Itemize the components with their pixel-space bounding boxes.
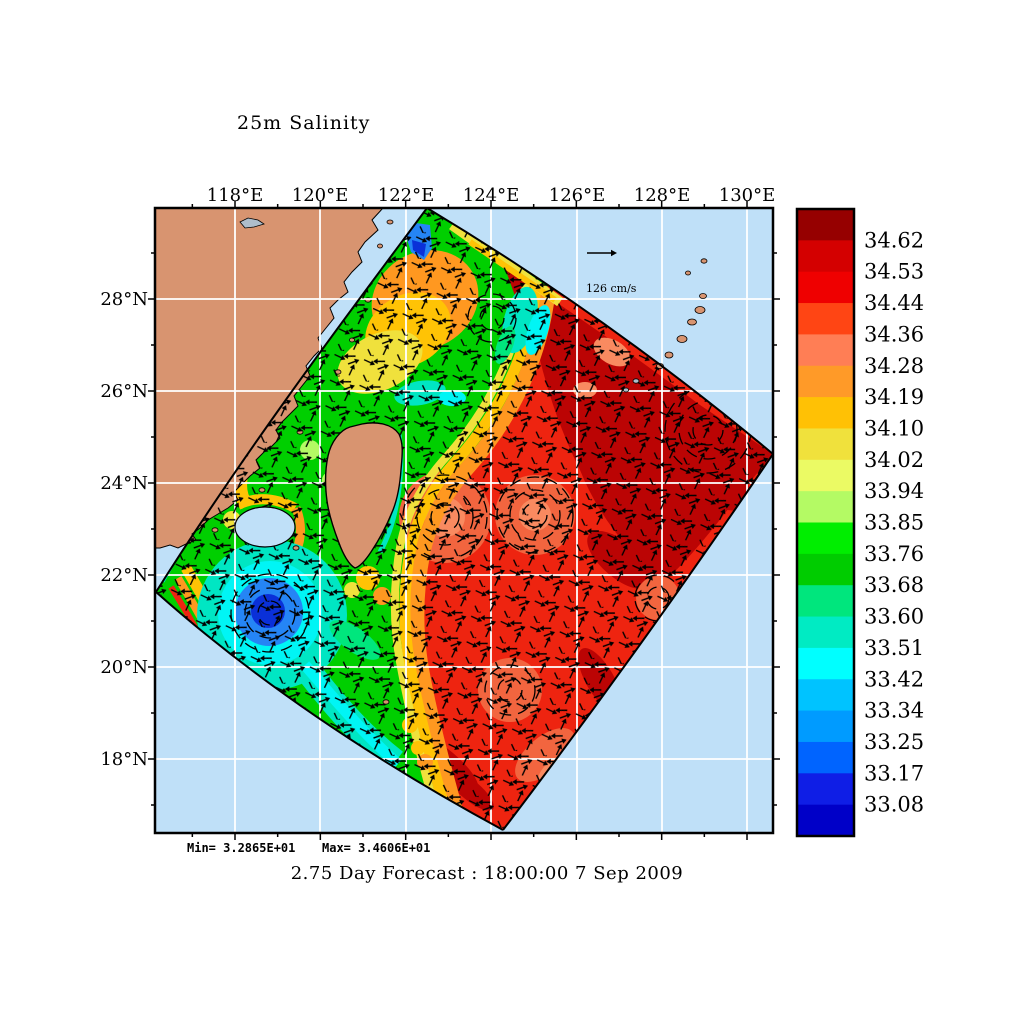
lat-label: 22°N — [100, 565, 148, 586]
colorbar-label: 34.44 — [864, 291, 924, 315]
lon-label: 130°E — [719, 185, 776, 206]
lon-label: 126°E — [549, 185, 606, 206]
colorbar-label: 34.02 — [864, 448, 924, 472]
colorbar-segment — [797, 491, 854, 524]
penghu-lagoon — [234, 506, 390, 705]
colorbar-label: 34.62 — [864, 228, 924, 252]
axis-ticks — [148, 201, 780, 840]
colorbar-segment — [797, 804, 854, 837]
colorbar-segment — [797, 365, 854, 398]
colorbar-segment — [797, 710, 854, 743]
domain-boundary — [155, 208, 773, 831]
lon-axis-labels: 118°E 120°E 122°E 124°E 126°E 128°E 130°… — [207, 185, 776, 206]
lat-label: 24°N — [100, 473, 148, 494]
lon-label: 120°E — [292, 185, 349, 206]
colorbar-segment — [797, 240, 854, 273]
colorbar-segment — [797, 585, 854, 618]
colorbar-labels: 34.62 34.53 34.44 34.36 34.28 34.19 34.10 34.02… — [864, 228, 924, 816]
colorbar-segment — [797, 773, 854, 806]
lon-label: 124°E — [463, 185, 520, 206]
colorbar-segment — [797, 271, 854, 304]
lat-label: 28°N — [100, 289, 148, 310]
colorbar-label: 33.60 — [864, 605, 924, 629]
lon-label: 128°E — [634, 185, 691, 206]
colorbar-label: 33.25 — [864, 730, 924, 754]
colorbar-segment — [797, 616, 854, 649]
lat-label: 18°N — [100, 749, 148, 770]
colorbar-frame — [795, 207, 856, 838]
lon-label: 122°E — [378, 185, 435, 206]
min-annotation: Min= 3.2865E+01 — [187, 841, 295, 855]
colorbar-label: 33.68 — [864, 573, 924, 597]
colorbar-segment — [797, 428, 854, 461]
colorbar-label: 33.17 — [864, 761, 924, 785]
gray-island-north — [239, 217, 265, 229]
colorbar-segment — [797, 303, 854, 335]
forecast-label: 2.75 Day Forecast : 18:00:00 7 Sep 2009 — [291, 863, 684, 884]
colorbar-label: 33.42 — [864, 667, 924, 691]
max-annotation: Max= 3.4606E+01 — [322, 841, 430, 855]
lat-axis-labels: 28°N 26°N 24°N 22°N 20°N 18°N — [100, 289, 148, 770]
lon-label: 118°E — [207, 185, 264, 206]
colorbar-segment — [797, 679, 854, 712]
colorbar-label: 33.76 — [864, 542, 924, 566]
colorbar-segment — [797, 522, 854, 555]
colorbar-label: 34.28 — [864, 354, 924, 378]
colorbar-segments — [797, 209, 854, 837]
lat-label: 20°N — [100, 657, 148, 678]
colorbar-label: 34.10 — [864, 417, 924, 441]
colorbar-label: 33.34 — [864, 699, 924, 723]
colorbar-label: 34.19 — [864, 385, 924, 409]
vector-scale-arrowhead — [611, 249, 617, 257]
colorbar-label: 33.51 — [864, 636, 924, 660]
colorbar-segment — [797, 334, 854, 367]
vector-scale-label: 126 cm/s — [586, 282, 637, 295]
colorbar-label: 33.85 — [864, 511, 924, 535]
map-frame — [153, 206, 775, 835]
colorbar-label: 33.08 — [864, 793, 924, 817]
eddy-swirls — [230, 293, 752, 716]
ryukyu-islands — [623, 258, 708, 393]
lat-label: 26°N — [100, 381, 148, 402]
colorbar-segment — [797, 647, 854, 680]
colorbar-segment — [797, 397, 854, 430]
colorbar-segment — [797, 209, 854, 241]
colorbar-label: 34.36 — [864, 322, 924, 346]
colorbar-segment — [797, 741, 854, 774]
colorbar-segment — [797, 553, 854, 586]
colorbar-segment — [797, 459, 854, 492]
current-vectors-overlay — [156, 208, 773, 830]
vector-scale: 126 cm/s — [586, 249, 637, 295]
colorbar-label: 33.94 — [864, 479, 924, 503]
taiwan-island — [324, 422, 403, 569]
figure-title: 25m Salinity — [237, 112, 370, 134]
colorbar-label: 34.53 — [864, 260, 924, 284]
